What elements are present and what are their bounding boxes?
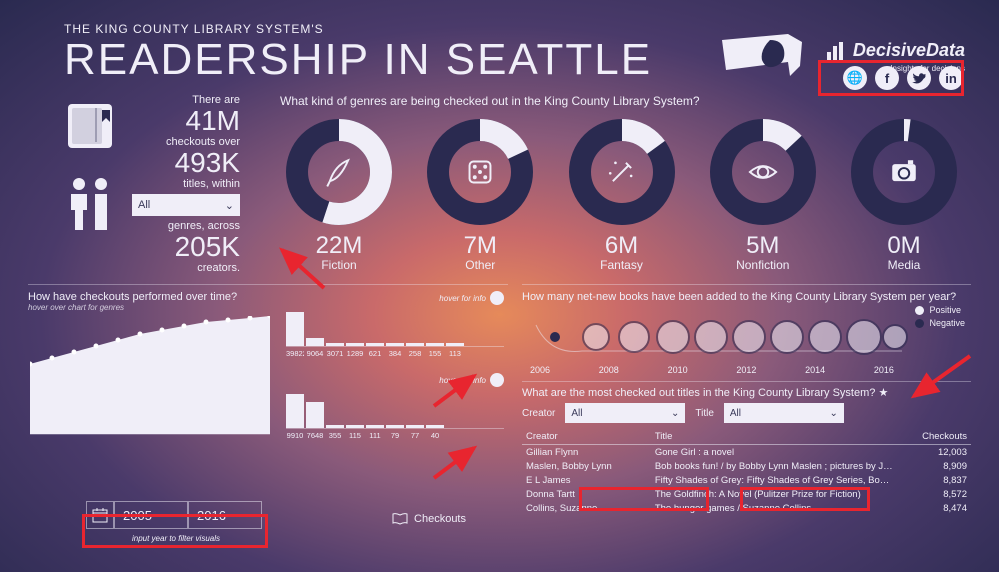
table-row[interactable]: Collins, SuzanneThe hunger games / Suzan…: [522, 501, 971, 515]
open-book-icon: [392, 513, 408, 525]
donut-fantasy[interactable]: 6M Fantasy: [563, 118, 681, 272]
bubble-chart[interactable]: [522, 307, 971, 365]
stat-titles-value: 493K: [175, 149, 240, 177]
year-filter-hint: input year to filter visuals: [86, 534, 266, 543]
twitter-icon[interactable]: [907, 66, 931, 90]
dice-icon: [463, 155, 497, 189]
stat-titles-label: titles, within: [183, 178, 240, 190]
hover-info-2: hover for info: [439, 373, 504, 387]
netnew-question: How many net-new books have been added t…: [522, 291, 971, 303]
hover-dot-1[interactable]: [490, 291, 504, 305]
camera-icon: [887, 155, 921, 189]
donut-fiction[interactable]: 22M Fiction: [280, 118, 398, 272]
trend-question: How have checkouts performed over time?: [28, 291, 508, 303]
col-title[interactable]: Title: [651, 429, 898, 445]
top-titles-table[interactable]: CreatorTitleCheckouts Gillian FlynnGone …: [522, 429, 971, 515]
creator-filter-label: Creator: [522, 408, 555, 419]
bar-strip-1[interactable]: 39822906430711289621384258155113: [286, 313, 504, 358]
table-row[interactable]: Donna TarttThe Goldfinch: A Novel (Pulit…: [522, 487, 971, 501]
globe-icon[interactable]: 🌐: [843, 66, 867, 90]
hover-info-1: hover for info: [439, 291, 504, 305]
feather-icon: [322, 155, 356, 189]
donut-other[interactable]: 7M Other: [421, 118, 539, 272]
area-chart[interactable]: [30, 316, 270, 436]
stat-checkouts-value: 41M: [186, 107, 240, 135]
chevron-down-icon: ⌄: [225, 199, 234, 212]
people-icon: [67, 176, 113, 232]
title-select[interactable]: All⌄: [724, 403, 844, 423]
donuts-question: What kind of genres are being checked ou…: [280, 94, 971, 108]
year-from-input[interactable]: 2005: [114, 501, 188, 529]
legend-negative: Negative: [915, 318, 965, 328]
stat-creators-value: 205K: [175, 233, 240, 261]
trend-hint: hover over chart for genres: [28, 303, 508, 312]
table-row[interactable]: E L JamesFifty Shades of Grey: Fifty Sha…: [522, 473, 971, 487]
donut-media[interactable]: 0M Media: [845, 118, 963, 272]
chevron-down-icon: ⌄: [671, 408, 679, 419]
year-to-input[interactable]: 2016: [188, 501, 262, 529]
bar-strip-2[interactable]: 99107648355115111797740: [286, 395, 504, 440]
stat-creators-label: creators.: [197, 262, 240, 274]
year-axis: 200620082010201220142016: [522, 365, 902, 375]
eye-icon: [746, 155, 780, 189]
legend-positive: Positive: [915, 305, 965, 315]
title-filter-label: Title: [695, 408, 714, 419]
titles-question: What are the most checked out titles in …: [522, 386, 971, 399]
wand-icon: [605, 155, 639, 189]
book-icon: [62, 98, 118, 154]
linkedin-icon[interactable]: in: [939, 66, 963, 90]
col-checkouts[interactable]: Checkouts: [898, 429, 971, 445]
creator-select[interactable]: All⌄: [565, 403, 685, 423]
checkouts-label: Checkouts: [392, 513, 466, 525]
table-row[interactable]: Maslen, Bobby LynnBob books fun! / by Bo…: [522, 459, 971, 473]
donut-nonfiction[interactable]: 5M Nonfiction: [704, 118, 822, 272]
genre-select[interactable]: All ⌄: [132, 194, 240, 216]
washington-silhouette-icon: [718, 26, 806, 86]
table-row[interactable]: Gillian FlynnGone Girl : a novel12,003: [522, 445, 971, 460]
genre-select-value: All: [138, 199, 150, 211]
col-creator[interactable]: Creator: [522, 429, 651, 445]
calendar-icon: [86, 501, 114, 529]
hover-dot-2[interactable]: [490, 373, 504, 387]
chevron-down-icon: ⌄: [830, 408, 838, 419]
facebook-icon[interactable]: f: [875, 66, 899, 90]
